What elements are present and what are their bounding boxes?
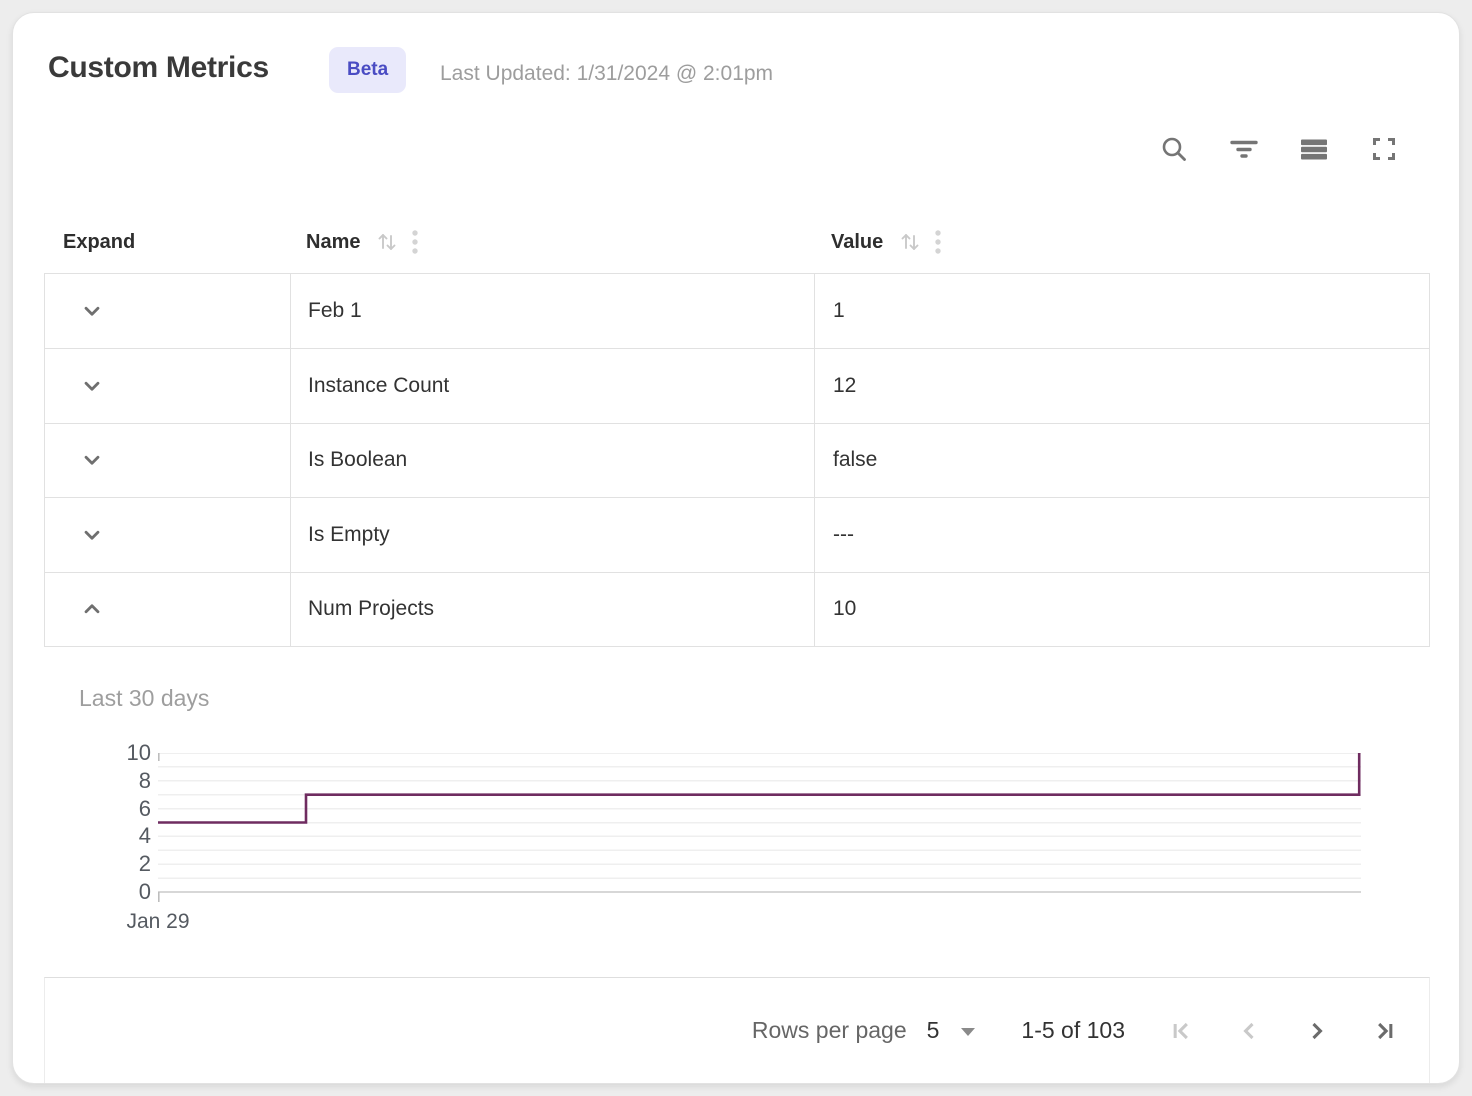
name-sort-button[interactable]	[375, 230, 399, 254]
first-page-button[interactable]	[1167, 1017, 1195, 1045]
last-updated-text: Last Updated: 1/31/2024 @ 2:01pm	[440, 62, 774, 85]
table-row-expanded: Num Projects 10	[45, 571, 1429, 646]
last-page-icon	[1378, 1022, 1393, 1039]
chevron-left-icon	[1243, 1022, 1254, 1039]
chart-title: Last 30 days	[79, 685, 210, 711]
expand-row-button[interactable]	[78, 521, 106, 549]
num-projects-trend-chart	[158, 751, 1361, 905]
first-page-icon	[1173, 1022, 1188, 1039]
table-toolbar	[1159, 134, 1399, 164]
metric-name-cell: Instance Count	[290, 349, 814, 423]
y-tick-label: 4	[138, 823, 151, 849]
metric-value-cell: 12	[814, 349, 1429, 423]
last-page-button[interactable]	[1371, 1017, 1399, 1045]
metrics-table: Expand Name Value	[44, 211, 1430, 647]
next-page-button[interactable]	[1303, 1017, 1331, 1045]
chevron-down-icon	[84, 381, 100, 391]
chevron-down-icon	[84, 307, 100, 316]
expand-row-button[interactable]	[78, 372, 106, 400]
rows-per-page-label: Rows per page	[751, 1017, 907, 1043]
pager-buttons	[1167, 1017, 1399, 1045]
previous-page-button[interactable]	[1235, 1017, 1263, 1045]
fullscreen-icon	[1373, 138, 1395, 160]
metric-value-cell: 1	[814, 274, 1429, 349]
sort-arrows-icon	[901, 234, 919, 250]
name-column-menu-button[interactable]	[411, 228, 419, 256]
caret-down-icon	[961, 1028, 976, 1036]
chart-y-axis: 0 2 4 6 8 10	[13, 740, 151, 904]
table-row: Instance Count 12	[45, 348, 1429, 423]
table-header-row: Expand Name Value	[44, 211, 1430, 273]
fullscreen-button[interactable]	[1369, 134, 1399, 164]
step-line-chart	[158, 751, 1361, 902]
rows-per-page-select[interactable]: 5	[927, 1017, 976, 1044]
y-tick-label: 10	[126, 740, 151, 765]
column-header-expand: Expand	[44, 231, 289, 254]
column-header-name[interactable]: Name	[289, 228, 813, 256]
kebab-menu-icon	[412, 230, 419, 254]
table-body: Feb 1 1 Instance Count 12 Is Boole	[44, 273, 1430, 647]
search-button[interactable]	[1159, 134, 1189, 164]
filter-button[interactable]	[1229, 134, 1259, 164]
collapse-row-button[interactable]	[78, 595, 106, 623]
y-tick-label: 8	[138, 767, 151, 793]
chevron-down-icon	[84, 456, 100, 466]
value-column-menu-button[interactable]	[934, 228, 942, 256]
value-column-label: Value	[831, 230, 884, 253]
metric-name-cell: Feb 1	[290, 274, 814, 349]
beta-badge: Beta	[329, 47, 407, 93]
metric-value-cell: 10	[814, 572, 1429, 646]
pagination-range-label: 1-5 of 103	[1021, 1017, 1125, 1043]
expand-row-button[interactable]	[78, 297, 106, 325]
y-tick-label: 0	[138, 879, 151, 904]
custom-metrics-card: Custom Metrics Beta Last Updated: 1/31/2…	[12, 12, 1460, 1084]
chevron-down-icon	[84, 530, 100, 540]
metric-name-cell: Is Boolean	[290, 423, 814, 498]
page-title: Custom Metrics	[48, 51, 269, 84]
search-icon	[1162, 137, 1186, 161]
metric-name-cell: Is Empty	[290, 498, 814, 572]
kebab-menu-icon	[935, 230, 941, 254]
sort-arrows-icon	[379, 234, 396, 250]
table-row: Is Empty ---	[45, 497, 1429, 572]
table-row: Feb 1 1	[45, 274, 1429, 349]
chevron-right-icon	[1312, 1022, 1323, 1039]
name-column-label: Name	[306, 230, 361, 253]
metric-name-cell: Num Projects	[290, 572, 814, 646]
chart-x-tick-label: Jan 29	[126, 910, 190, 933]
pagination-bar: Rows per page 5 1-5 of 103	[44, 977, 1430, 1083]
expand-row-button[interactable]	[78, 446, 106, 474]
column-header-value[interactable]: Value	[813, 228, 1430, 256]
chevron-up-icon	[84, 604, 100, 614]
y-tick-label: 6	[138, 795, 151, 821]
value-sort-button[interactable]	[898, 230, 922, 254]
density-button[interactable]	[1299, 134, 1329, 164]
table-row: Is Boolean false	[45, 422, 1429, 498]
row-density-icon	[1301, 139, 1327, 160]
rows-per-page-value: 5	[926, 1017, 940, 1043]
expand-column-label: Expand	[63, 230, 136, 253]
metric-value-cell: false	[814, 423, 1429, 498]
metric-value-cell: ---	[814, 498, 1429, 572]
y-tick-label: 2	[138, 851, 151, 877]
filter-list-icon	[1230, 140, 1258, 158]
